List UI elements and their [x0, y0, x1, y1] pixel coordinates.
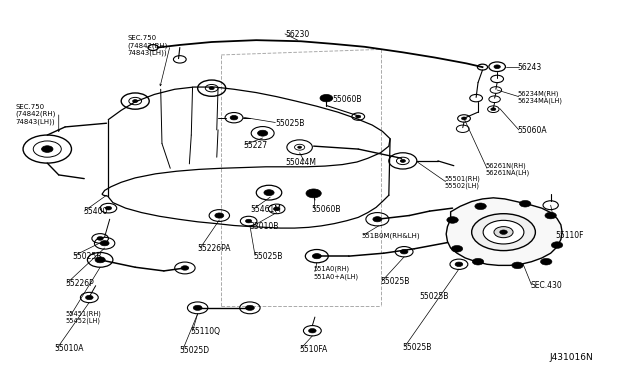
Circle shape [491, 108, 496, 111]
Circle shape [308, 328, 316, 333]
Circle shape [551, 242, 563, 248]
Text: 55461M: 55461M [250, 205, 281, 215]
Circle shape [230, 115, 238, 120]
Text: 56243: 56243 [518, 63, 542, 72]
Circle shape [312, 254, 321, 259]
Text: 55010A: 55010A [54, 344, 84, 353]
Circle shape [447, 217, 458, 223]
Circle shape [306, 189, 321, 198]
Circle shape [500, 230, 508, 234]
Text: 55400: 55400 [83, 207, 108, 217]
Circle shape [181, 266, 189, 270]
Text: 55110F: 55110F [556, 231, 584, 240]
Text: 55226P: 55226P [65, 279, 94, 288]
Circle shape [100, 241, 109, 246]
Circle shape [86, 295, 93, 300]
Circle shape [95, 257, 105, 263]
Text: 33010B: 33010B [250, 222, 279, 231]
Text: J431016N: J431016N [549, 353, 593, 362]
Text: 55060A: 55060A [518, 126, 547, 135]
Text: 55025B: 55025B [73, 251, 102, 261]
Text: SEC.750
(74842(RH)
74843(LH)): SEC.750 (74842(RH) 74843(LH)) [127, 35, 168, 56]
Circle shape [356, 115, 361, 118]
Text: 551B0M(RH&LH): 551B0M(RH&LH) [362, 232, 420, 239]
Text: 55044M: 55044M [285, 157, 316, 167]
Circle shape [483, 220, 524, 244]
Text: 55025B: 55025B [381, 278, 410, 286]
Text: 55025D: 55025D [180, 346, 210, 355]
Text: 55226PA: 55226PA [198, 244, 231, 253]
Circle shape [105, 206, 111, 210]
Circle shape [273, 207, 280, 211]
Text: SEC.750
(74842(RH)
74843(LH)): SEC.750 (74842(RH) 74843(LH)) [15, 103, 56, 125]
Text: 55025B: 55025B [253, 251, 282, 261]
Circle shape [373, 217, 382, 222]
Circle shape [215, 213, 224, 218]
Circle shape [540, 259, 552, 265]
Circle shape [193, 305, 202, 310]
Polygon shape [446, 198, 562, 265]
Circle shape [455, 262, 463, 266]
Circle shape [97, 237, 103, 240]
Circle shape [298, 146, 301, 148]
Circle shape [400, 250, 408, 254]
Text: 55025B: 55025B [275, 119, 305, 128]
Circle shape [520, 201, 531, 207]
Circle shape [42, 146, 53, 153]
Text: 55025B: 55025B [403, 343, 432, 352]
Text: 55060B: 55060B [312, 205, 341, 215]
Circle shape [494, 65, 500, 68]
Circle shape [132, 100, 138, 103]
Circle shape [257, 130, 268, 136]
Text: 5510FA: 5510FA [300, 345, 328, 354]
Text: 56261N(RH)
56261NA(LH): 56261N(RH) 56261NA(LH) [486, 163, 530, 176]
Circle shape [451, 246, 463, 252]
Text: 551A0(RH)
551A0+A(LH): 551A0(RH) 551A0+A(LH) [314, 266, 359, 280]
Circle shape [472, 259, 484, 265]
Circle shape [209, 87, 214, 90]
Text: 55060B: 55060B [333, 95, 362, 104]
Circle shape [246, 305, 254, 310]
Text: 55110Q: 55110Q [191, 327, 221, 336]
Circle shape [545, 212, 556, 219]
Circle shape [320, 94, 333, 102]
Circle shape [264, 190, 274, 196]
Circle shape [461, 117, 467, 120]
Circle shape [475, 203, 486, 210]
Text: 55501(RH)
55502(LH): 55501(RH) 55502(LH) [444, 175, 480, 189]
Circle shape [512, 262, 524, 269]
Circle shape [494, 227, 513, 238]
Text: 55451(RH)
55452(LH): 55451(RH) 55452(LH) [65, 310, 101, 324]
Circle shape [472, 214, 536, 251]
Text: 55025B: 55025B [419, 292, 449, 301]
Text: 55227: 55227 [244, 141, 268, 150]
Circle shape [246, 219, 252, 223]
Text: 56234M(RH)
56234MA(LH): 56234M(RH) 56234MA(LH) [518, 90, 563, 105]
Text: 56230: 56230 [285, 30, 309, 39]
Text: SEC.430: SEC.430 [531, 281, 562, 290]
Circle shape [400, 160, 405, 162]
